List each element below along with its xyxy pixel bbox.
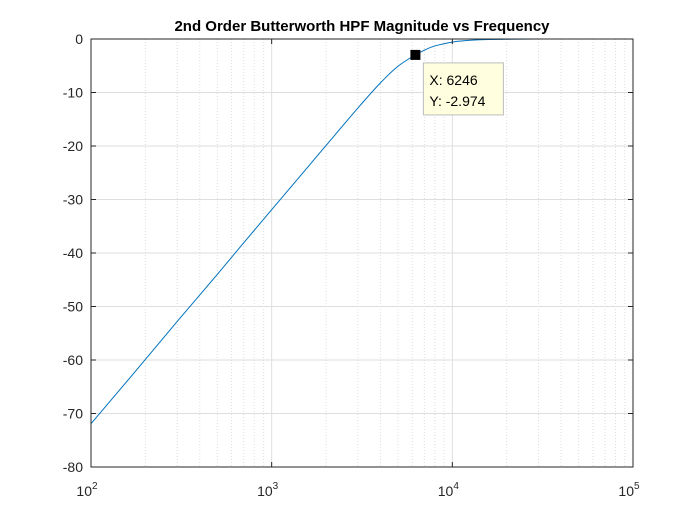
x-tick-label: 103: [257, 481, 279, 499]
y-tick-label: -10: [63, 85, 83, 101]
y-tick-label: -20: [63, 138, 83, 154]
datatip-marker[interactable]: [410, 49, 421, 60]
x-tick-label: 102: [76, 481, 98, 499]
datatip-box: [422, 62, 504, 116]
datatip[interactable]: X: 6246 Y: -2.974: [410, 49, 504, 116]
y-tick-label: -60: [63, 352, 83, 368]
x-tick-label: 104: [438, 481, 460, 499]
datatip-x-label: X: 6246: [429, 72, 477, 88]
axis-ticks: [90, 38, 634, 468]
chart-title: 2nd Order Butterworth HPF Magnitude vs F…: [174, 18, 550, 35]
x-tick-label: 105: [618, 481, 640, 499]
x-tick-base: 10: [618, 483, 634, 499]
x-tick-exponent: 2: [92, 481, 98, 492]
y-tick-labels: 0 -10 -20 -30 -40 -50 -60 -70 -80: [63, 31, 83, 475]
x-tick-base: 10: [438, 483, 454, 499]
y-tick-label: 0: [75, 31, 83, 47]
x-tick-base: 10: [257, 483, 273, 499]
y-tick-label: -50: [63, 299, 83, 315]
datatip-y-label: Y: -2.974: [429, 93, 485, 109]
y-tick-label: -30: [63, 192, 83, 208]
x-tick-exponent: 3: [273, 481, 279, 492]
y-tick-label: -80: [63, 459, 83, 475]
y-tick-label: -40: [63, 245, 83, 261]
x-tick-exponent: 4: [453, 481, 459, 492]
x-tick-labels: 102 103 104 105: [76, 481, 640, 499]
y-tick-label: -70: [63, 406, 83, 422]
x-tick-exponent: 5: [634, 481, 640, 492]
x-tick-base: 10: [76, 483, 92, 499]
